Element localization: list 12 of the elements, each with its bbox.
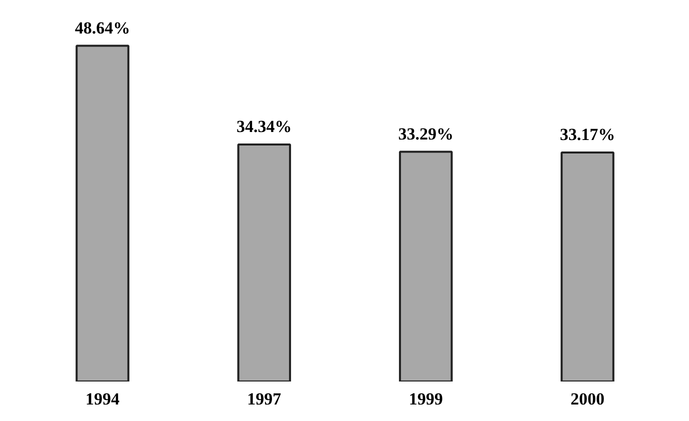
data-label: 33.29% [398,124,454,144]
bar [398,150,453,382]
x-tick-label: 1999 [408,390,443,408]
bar [560,152,614,382]
bar [237,143,292,382]
bar [76,44,130,382]
data-label: 48.64% [74,18,130,38]
data-label: 33.17% [560,125,616,144]
data-label: 34.34% [236,117,292,136]
x-tick-label: 2000 [570,390,604,408]
x-tick-label: 1997 [247,390,282,408]
x-tick-label: 1994 [86,390,120,408]
